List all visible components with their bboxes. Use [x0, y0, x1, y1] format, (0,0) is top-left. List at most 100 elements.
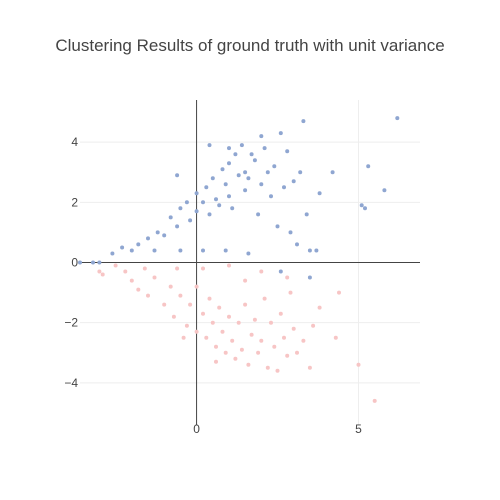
- cluster-1-point: [278, 311, 283, 316]
- cluster-1-point: [175, 266, 180, 271]
- cluster-1-point: [275, 368, 280, 373]
- cluster-0-point: [330, 170, 335, 175]
- cluster-1-point: [272, 344, 277, 349]
- cluster-0-point: [249, 152, 254, 157]
- cluster-0-point: [256, 212, 261, 217]
- cluster-0-point: [317, 191, 322, 196]
- cluster-1-point: [181, 335, 186, 340]
- cluster-1-point: [243, 278, 248, 283]
- cluster-1-point: [227, 263, 231, 268]
- cluster-0-point: [227, 161, 231, 166]
- cluster-0-point: [382, 188, 387, 193]
- cluster-0-point: [110, 251, 115, 256]
- cluster-0-point: [91, 260, 95, 265]
- cluster-1-point: [333, 335, 338, 340]
- cluster-1-point: [236, 320, 241, 325]
- cluster-0-point: [155, 230, 160, 235]
- cluster-1-point: [317, 305, 322, 310]
- cluster-0-point: [295, 242, 299, 247]
- cluster-0-point: [314, 248, 319, 253]
- zero-lines: [80, 100, 420, 425]
- cluster-1-point: [146, 293, 150, 298]
- cluster-1-point: [256, 350, 261, 355]
- y-tick-label: 0: [71, 256, 78, 270]
- cluster-1-point: [233, 356, 238, 361]
- cluster-0-point: [246, 176, 251, 181]
- cluster-1-point: [291, 326, 296, 331]
- cluster-1-point: [217, 305, 222, 310]
- cluster-1-point: [259, 269, 264, 274]
- cluster-0-point: [366, 164, 371, 169]
- cluster-0-point: [227, 194, 231, 199]
- cluster-0-point: [168, 215, 173, 220]
- cluster-1-point: [123, 269, 128, 274]
- cluster-1-point: [220, 329, 225, 334]
- cluster-1-point: [171, 314, 176, 319]
- cluster-1-point: [113, 263, 118, 268]
- cluster-0-point: [230, 206, 235, 211]
- cluster-0-point: [239, 143, 244, 148]
- cluster-1-point: [295, 350, 299, 355]
- cluster-1-point: [152, 275, 157, 280]
- cluster-1-point: [252, 317, 257, 322]
- cluster-1-point: [210, 320, 215, 325]
- cluster-1-point: [259, 338, 264, 343]
- cluster-0-point: [236, 173, 241, 178]
- cluster-1-point: [223, 350, 228, 355]
- cluster-0-point: [136, 242, 141, 247]
- cluster-1-point: [178, 293, 183, 298]
- cluster-0-point: [278, 269, 283, 274]
- cluster-0-point: [178, 206, 183, 211]
- cluster-0-point: [214, 197, 218, 202]
- cluster-0-point: [146, 236, 150, 241]
- cluster-1-point: [246, 362, 251, 367]
- cluster-0-point: [233, 152, 238, 157]
- cluster-1-point: [188, 302, 193, 307]
- cluster-0-point: [269, 194, 273, 199]
- y-tick-label: −4: [64, 376, 78, 390]
- cluster-0-point: [97, 260, 102, 265]
- cluster-1-point: [288, 290, 293, 295]
- cluster-1-point: [168, 284, 173, 289]
- cluster-1-point: [269, 320, 273, 325]
- cluster-0-point: [184, 200, 189, 205]
- cluster-0-point: [220, 167, 225, 172]
- cluster-0-point: [194, 191, 199, 196]
- cluster-0-point: [291, 179, 296, 184]
- cluster-1-point: [262, 296, 267, 301]
- cluster-0-point: [175, 224, 180, 229]
- cluster-0-point: [307, 248, 312, 253]
- y-tick-label: 2: [71, 195, 78, 209]
- cluster-0-point: [246, 251, 251, 256]
- cluster-0-point: [207, 212, 212, 217]
- cluster-0-point: [162, 233, 167, 238]
- cluster-0-point: [282, 185, 286, 190]
- cluster-1-point: [249, 332, 254, 337]
- cluster-1-point: [243, 302, 248, 307]
- cluster-0-point: [227, 146, 231, 151]
- cluster-1-point: [207, 296, 212, 301]
- cluster-1-point: [162, 302, 167, 307]
- cluster-0-point: [201, 200, 205, 205]
- cluster-1-point: [337, 290, 341, 295]
- cluster-1-point: [201, 311, 205, 316]
- x-tick-label: 5: [355, 422, 362, 436]
- cluster-1-point: [285, 275, 290, 280]
- cluster-1-point: [201, 266, 205, 271]
- y-tick-label: −2: [64, 316, 78, 330]
- cluster-0-point: [359, 203, 364, 208]
- cluster-0-point: [275, 224, 280, 229]
- cluster-0-point: [120, 245, 125, 250]
- cluster-1-point: [301, 338, 306, 343]
- cluster-0-point: [204, 185, 209, 190]
- cluster-0-point: [272, 164, 277, 169]
- cluster-1-point: [311, 323, 316, 328]
- cluster-0-point: [152, 248, 157, 253]
- cluster-0-point: [395, 116, 400, 121]
- cluster-1-point: [282, 335, 286, 340]
- cluster-0-point: [252, 158, 257, 163]
- cluster-1-point: [214, 344, 218, 349]
- data-points: [78, 116, 400, 403]
- cluster-0-point: [262, 146, 267, 151]
